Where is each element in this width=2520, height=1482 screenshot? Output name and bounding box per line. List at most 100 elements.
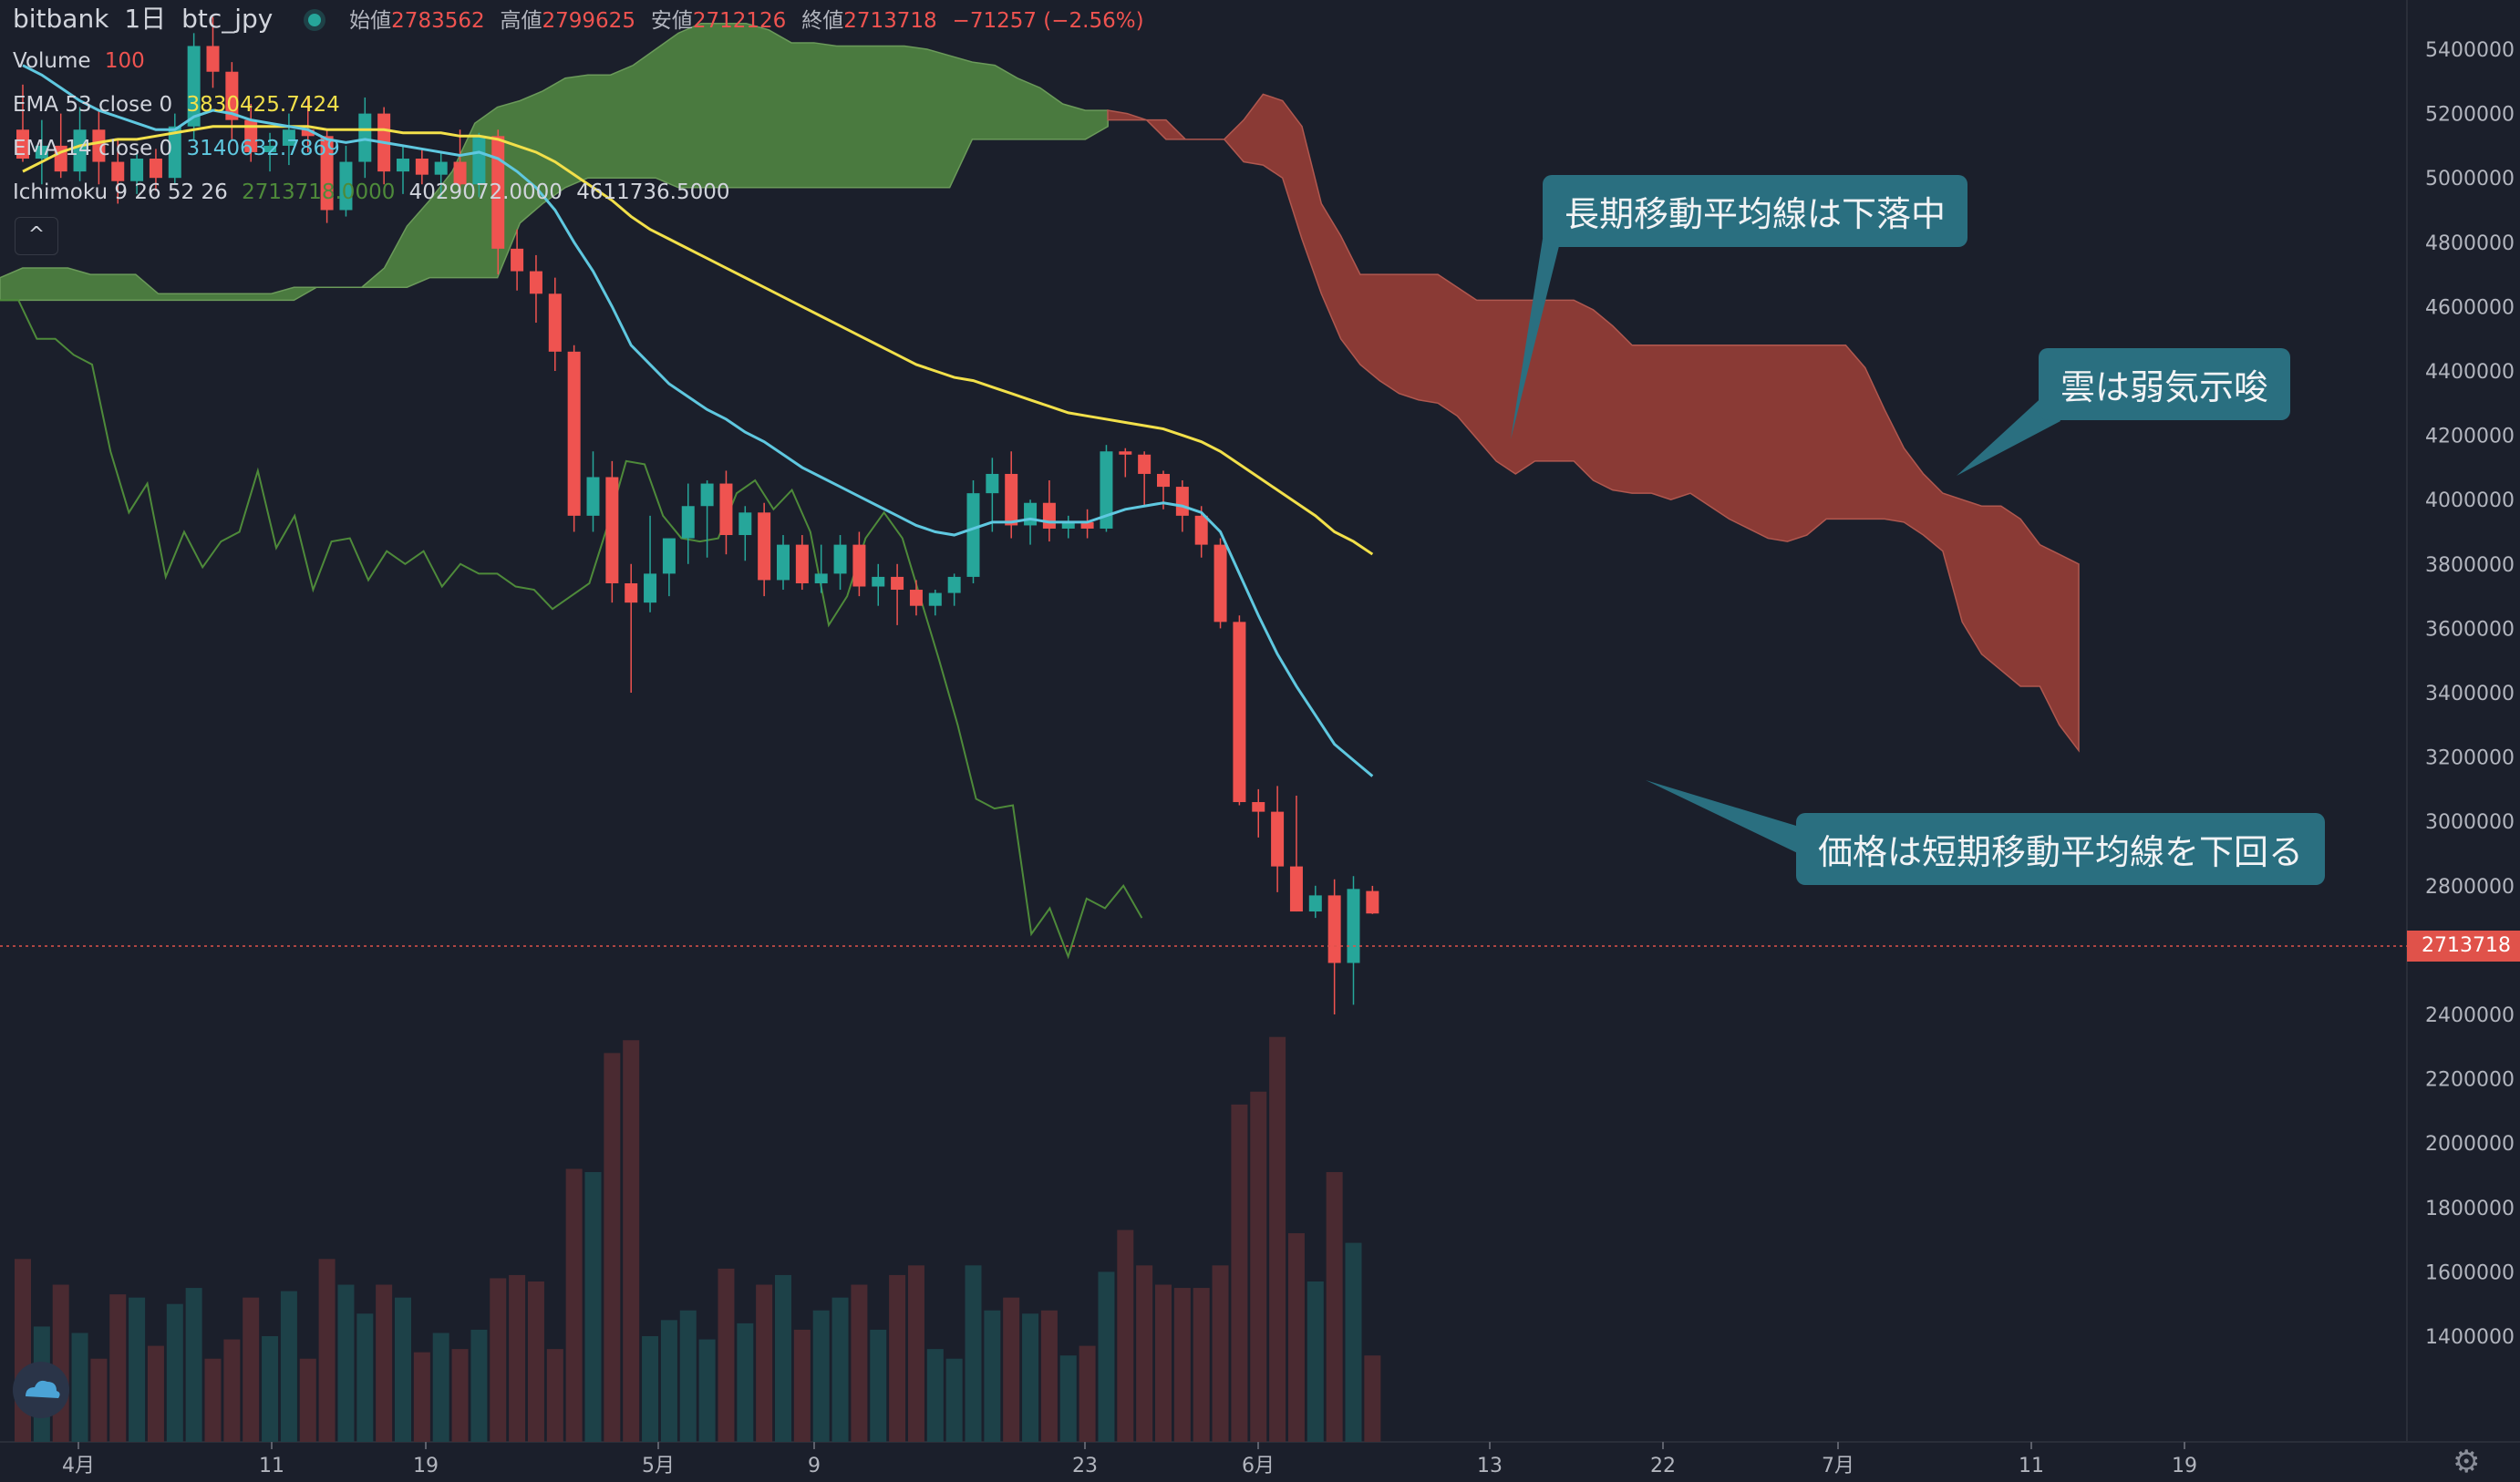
price-tick-label: 4200000 [2425,426,2515,448]
candle-body [1138,454,1152,474]
price-tick-label: 3400000 [2425,683,2515,705]
candle-body [662,538,676,574]
candle-body [1252,802,1265,812]
close-value: 2713718 [843,9,937,33]
price-tick-label: 4800000 [2425,232,2515,255]
ema53-value: 3830425.7424 [186,93,340,117]
volume-bar [775,1274,791,1442]
symbol-legend: bitbank 1日 btc_jpy 始値2783562 高値2799625 安… [13,5,1152,35]
ema14-label: EMA 14 close 0 [13,137,173,160]
time-tick-label: 22 [1650,1455,1676,1477]
volume-bar [1173,1288,1191,1442]
price-tick-label: 1600000 [2425,1261,2515,1284]
callout-cloud-pointer [1957,392,2060,476]
candle-body [358,113,372,162]
volume-legend[interactable]: Volume 100 [13,47,152,75]
tradingview-logo-icon[interactable] [13,1362,69,1418]
exchange-name[interactable]: bitbank [13,4,109,34]
ema14-legend[interactable]: EMA 14 close 0 3140632.7869 [13,135,347,162]
candle-body [1233,622,1246,803]
candle-body [130,159,144,181]
candle-body [966,493,980,577]
candle-body [1157,473,1170,488]
volume-bar [870,1329,887,1442]
ichimoku-value-1: 2713718.0000 [242,180,396,204]
volume-bar [109,1294,127,1442]
volume-bar [1079,1345,1096,1442]
candle-body [263,145,277,152]
candle-body [548,293,562,352]
candle-body [149,159,162,179]
callout-long-ma: 長期移動平均線は下落中 [1543,175,1968,247]
candle-body [1271,811,1285,867]
candle-body [1366,890,1379,914]
candle-body [434,161,448,175]
volume-bar [907,1265,924,1442]
ema53-legend[interactable]: EMA 53 close 0 3830425.7424 [13,91,347,118]
volume-bar [642,1336,659,1442]
high-value: 2799625 [542,9,635,33]
candle-body [1042,502,1056,529]
candle-body [415,159,429,175]
high-label: 高値 [500,9,542,33]
candle-body [567,351,581,516]
candle-body [244,119,258,152]
volume-bar [395,1297,411,1442]
price-tick-label: 3000000 [2425,811,2515,834]
volume-bar [604,1053,621,1442]
market-status-icon [308,14,322,26]
candle-body [625,582,638,603]
volume-bar [623,1040,640,1442]
volume-bar [1306,1281,1324,1442]
time-tick-label: 11 [2019,1455,2044,1477]
cloud-bearish-area [1107,93,2080,753]
volume-bar [584,1171,602,1442]
time-tick-label: 19 [2172,1455,2197,1477]
candle-body [795,544,809,583]
candle-body [1005,473,1018,526]
time-axis[interactable]: 4月 11 19 5月 9 23 6月 13 22 7月 11 19 [62,1442,2197,1477]
candle-body [339,161,353,211]
volume-bar [337,1284,355,1442]
price-tick-label: 3800000 [2425,554,2515,577]
price-tick-label: 3200000 [2425,747,2515,770]
volume-value: 100 [104,49,145,73]
callout-long-ma-pointer [1511,239,1561,439]
low-label: 安値 [650,9,693,33]
collapse-legend-button[interactable]: ^ [15,217,58,255]
ema14-value: 3140632.7869 [186,137,340,160]
cloud-logo-icon [26,1380,60,1398]
volume-bar [965,1265,982,1442]
gear-icon[interactable]: ⚙ [2453,1444,2481,1480]
candle-body [644,573,657,603]
volume-bar [129,1297,146,1442]
volume-bar [509,1274,526,1442]
ichimoku-legend[interactable]: Ichimoku 9 26 52 26 2713718.0000 4029072… [13,179,738,206]
interval-label[interactable]: 1日 [124,4,167,34]
volume-bar [812,1310,830,1442]
volume-bar [376,1284,393,1442]
volume-bar [1136,1265,1153,1442]
volume-bar [1117,1230,1134,1442]
candle-body [719,483,733,536]
candle-body [168,126,181,179]
price-tick-label: 3600000 [2425,618,2515,641]
price-axis[interactable]: 5400000 5200000 5000000 4800000 4600000 44000… [2406,0,2515,1442]
candle-body [225,71,239,120]
candle-body [206,46,220,72]
price-tick-label: 2400000 [2425,1004,2515,1027]
candle-body [282,129,295,146]
price-tick-label: 1800000 [2425,1198,2515,1220]
candle-body [453,161,467,185]
symbol-name[interactable]: btc_jpy [181,4,274,34]
volume-bar [413,1352,430,1442]
candle-body [814,573,828,583]
price-tick-label: 5400000 [2425,39,2515,62]
volume-bar [1287,1233,1305,1442]
time-tick-label: 13 [1477,1455,1503,1477]
volume-bar [490,1278,507,1442]
candle-body [833,544,847,574]
open-label: 始値 [349,9,392,33]
volume-bar [660,1320,677,1442]
